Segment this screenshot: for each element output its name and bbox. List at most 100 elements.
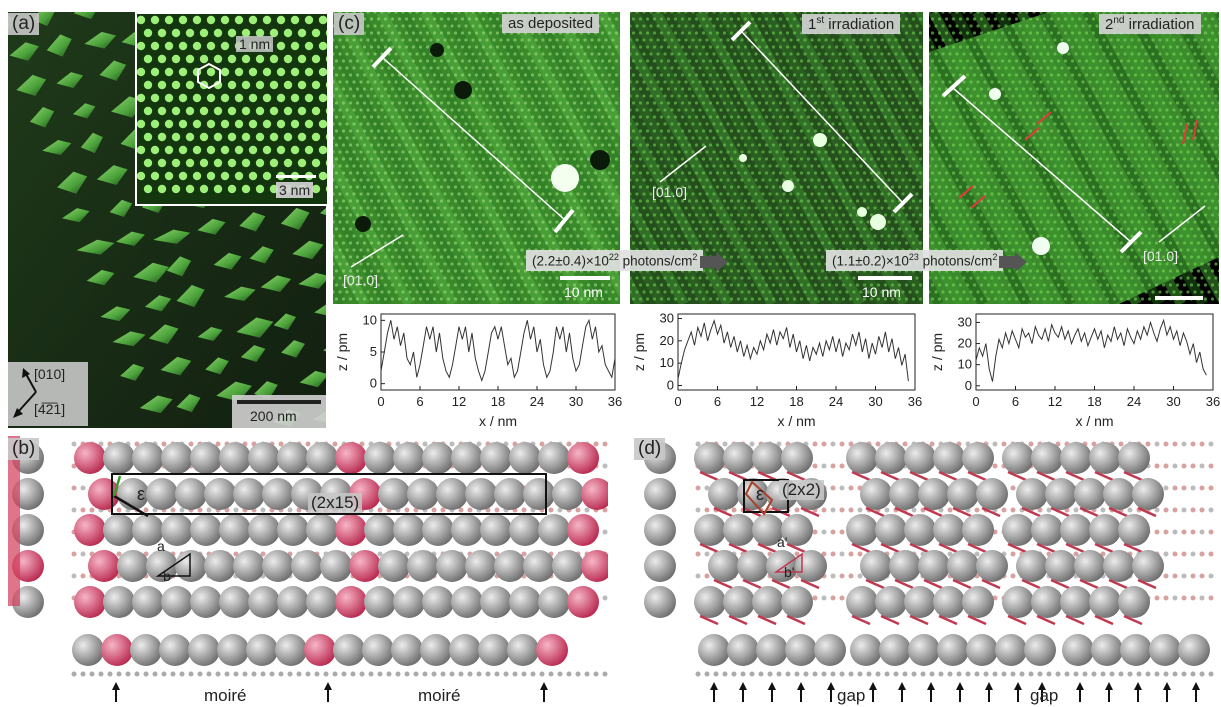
atom-spot [520,150,524,154]
atom-spot [855,73,860,77]
lattice-spot [304,15,314,25]
atom-spot [983,38,987,42]
atom-spot [558,157,563,161]
atom-spot [649,38,653,42]
atom-spot [754,80,758,84]
atom-spot [369,115,374,119]
atom-spot [383,199,388,203]
atom-spot [1147,171,1152,175]
atom-spot [1207,52,1211,56]
atom-spot [799,129,804,133]
atom-spot [757,283,762,287]
atom-spot [915,178,919,182]
atom-spot [478,262,482,266]
atom-spot [817,262,821,266]
atom-spot [642,80,646,84]
atom-spot [726,276,730,280]
atom-spot [366,150,370,154]
atom-spot [1077,101,1082,105]
atom-spot [576,94,580,98]
atom-spot [740,248,744,252]
atom-spot [890,199,895,203]
atom-spot [817,192,821,196]
atom-spot [789,122,793,126]
atom-spot [680,297,685,301]
atom-spot [698,122,702,126]
atom-spot [775,150,779,154]
atom-spot [750,17,755,21]
atom-spot [492,150,496,154]
atom-spot [478,150,482,154]
atom-spot [934,178,938,182]
atom-spot [747,150,751,154]
atom-spot [1207,178,1211,182]
atom-spot [443,234,447,238]
atom-spot [471,262,475,266]
atom-spot [764,45,769,49]
atom-spot [775,164,779,168]
atom-spot [937,17,942,21]
atom-spot [638,157,643,161]
atom-spot [722,171,727,175]
atom-spot [771,255,776,259]
atom-spot [345,220,349,224]
atom-spot [1112,73,1117,77]
atom-spot [485,52,489,56]
atom-spot [894,66,898,70]
atom-spot [593,241,598,245]
atom-spot [383,115,388,119]
atom-spot [1116,66,1120,70]
atom-spot [915,276,919,280]
atom-spot [986,101,991,105]
atom-spot [1186,136,1190,140]
atom-spot [446,129,451,133]
atom-spot [944,17,949,21]
atom-spot [663,38,667,42]
atom-spot [576,220,580,224]
atom-spot [824,220,828,224]
atom-spot [415,234,419,238]
atom-spot [958,17,963,21]
atom-spot [516,269,521,273]
atom-spot [997,122,1001,126]
atom-spot [775,136,779,140]
atom-spot [506,248,510,252]
atom-spot [411,255,416,259]
atom-spot [1088,108,1092,112]
atom-spot [908,12,912,14]
atom-spot [729,87,734,91]
atom-spot [558,101,563,105]
atom-spot [474,269,479,273]
atom-spot [1105,143,1110,147]
atom-spot [908,38,912,42]
atom-spot [590,206,594,210]
atom-spot [1021,59,1026,63]
atom-spot [611,206,615,210]
atom-spot [457,178,461,182]
atom-spot [373,80,377,84]
atom-spot [838,52,842,56]
atom-spot [341,59,346,63]
atom-spot [638,143,643,147]
atom-spot [446,17,451,21]
atom-spot [1140,171,1145,175]
atom-spot [1039,52,1043,56]
atom-spot [572,297,577,301]
atom-spot [334,129,339,133]
atom-spot [1189,157,1194,161]
atom-spot [901,234,905,238]
atom-spot [1004,122,1008,126]
atom-spot [873,206,877,210]
atom-spot [806,283,811,287]
atom-spot [929,24,931,28]
atom-spot [569,234,573,238]
atom-spot [495,31,500,35]
atom-spot [831,164,835,168]
atom-spot [355,297,360,301]
atom-spot [712,24,716,28]
atom-spot [831,12,835,14]
lattice-spot [241,106,251,116]
atom-spot [918,31,923,35]
atom-spot [631,143,636,147]
atom-spot [474,255,479,259]
